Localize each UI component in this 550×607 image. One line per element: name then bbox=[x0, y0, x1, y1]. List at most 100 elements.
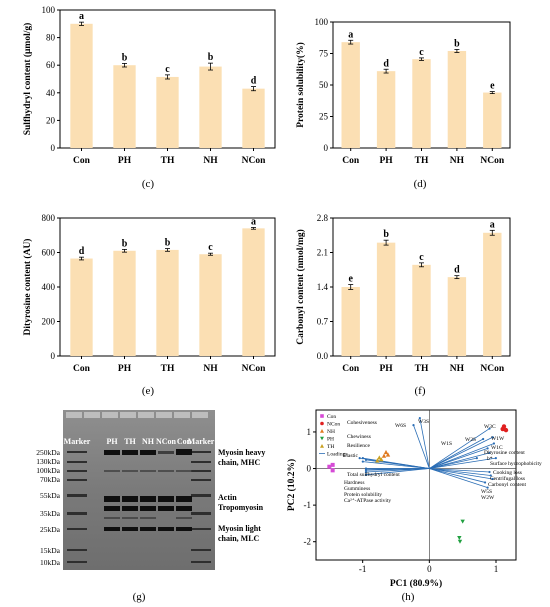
label-centrifugal-loss: Centrifugal loss bbox=[490, 475, 525, 482]
loading-arrowhead bbox=[488, 427, 491, 430]
significance-letter: c bbox=[419, 47, 424, 58]
significance-letter: c bbox=[419, 252, 424, 263]
y-axis-label: Protein solubility(%) bbox=[295, 42, 306, 128]
loading-arrow bbox=[429, 438, 484, 469]
significance-letter: a bbox=[348, 29, 353, 40]
loading-arrow bbox=[413, 424, 430, 469]
loading-arrow bbox=[429, 448, 488, 469]
x-tick-label: TH bbox=[415, 156, 429, 166]
score-point-nh bbox=[383, 449, 389, 455]
x-tick-label: Con bbox=[342, 156, 360, 166]
y-tick-label: -2 bbox=[304, 537, 312, 547]
loading-arrowhead bbox=[364, 473, 368, 476]
y-tick-label: 0 bbox=[51, 351, 56, 361]
chart-h: -1 0 1 1 0 -1 -2 PC1 (80.9%) PC2 (10.2%) Con NConN… bbox=[286, 409, 517, 589]
loading-arrowhead bbox=[482, 437, 485, 441]
label-surface-hydrophobicity: Surface hydrophobicity bbox=[490, 460, 542, 467]
y-tick-label: 200 bbox=[42, 317, 56, 327]
panel-label-e: (e) bbox=[142, 385, 155, 397]
marker-130: 130kDa bbox=[36, 457, 60, 466]
loading-arrowhead bbox=[489, 474, 492, 477]
loading-arrowhead bbox=[486, 447, 489, 450]
band-mlc-line2: chain, MLC bbox=[218, 534, 260, 543]
bar bbox=[483, 92, 502, 148]
x-tick-label: NH bbox=[450, 364, 465, 374]
loading-arrowhead bbox=[491, 436, 494, 439]
lane-marker-right: Marker bbox=[188, 437, 215, 446]
x-tick-label: PH bbox=[118, 156, 132, 166]
loading-arrow bbox=[429, 457, 496, 469]
y-tick-label: 0 bbox=[324, 143, 329, 153]
x-tick-label: -1 bbox=[359, 564, 367, 574]
loading-arrowhead bbox=[412, 423, 415, 427]
bar bbox=[341, 42, 360, 148]
chart-c: 0 20 40 60 80 100 a Con b PH c TH b NH d NCon Sulfhydryl… bbox=[22, 5, 276, 166]
significance-letter: d bbox=[251, 76, 257, 87]
significance-letter: d bbox=[454, 265, 460, 276]
marker-70: 70kDa bbox=[40, 475, 61, 484]
loading-arrow bbox=[419, 418, 430, 469]
bar bbox=[447, 50, 467, 149]
bar bbox=[199, 66, 222, 148]
loading-arrowhead bbox=[494, 457, 497, 460]
band-mhc-line1: Myosin heavy bbox=[218, 448, 265, 457]
label-w3c: W3C bbox=[484, 424, 496, 430]
label-w1w: W1W bbox=[491, 436, 505, 442]
gel-background bbox=[63, 410, 215, 570]
score-point-con bbox=[330, 462, 335, 467]
y-tick-label: 60 bbox=[46, 60, 56, 70]
lane-ncon: NCon bbox=[156, 437, 177, 446]
bar bbox=[70, 23, 93, 148]
loading-arrow bbox=[429, 428, 490, 469]
loading-arrowhead bbox=[486, 486, 489, 489]
y-tick-label: 0 bbox=[51, 143, 56, 153]
band-mlc-line1: Myosin light bbox=[218, 524, 261, 533]
legend-label: Loadings bbox=[327, 452, 347, 458]
x-tick-label: TH bbox=[161, 364, 175, 374]
chart-e: 0 200 400 600 800 d Con b PH b TH c NH a NCon Dityrosin… bbox=[22, 213, 276, 374]
y-tick-label: -1 bbox=[304, 500, 312, 510]
lane-marker-left: Marker bbox=[64, 437, 91, 446]
y-tick-label: 40 bbox=[46, 88, 56, 98]
y-tick-label: 2.1 bbox=[317, 248, 328, 258]
score-point-con bbox=[327, 464, 332, 469]
label-cooking-loss: Cooking loss bbox=[493, 470, 522, 476]
significance-letter: d bbox=[383, 58, 389, 69]
bar bbox=[156, 76, 179, 148]
bar bbox=[341, 287, 360, 356]
y-tick-label: 0 bbox=[307, 464, 312, 474]
label-dityrosine: Dityrosine content bbox=[484, 450, 525, 456]
panel-label-d: (d) bbox=[414, 178, 427, 190]
marker-35: 35kDa bbox=[40, 509, 61, 518]
y-tick-label: 400 bbox=[42, 282, 56, 292]
y-tick-label: 100 bbox=[315, 17, 329, 27]
y-tick-label: 0.0 bbox=[317, 351, 329, 361]
loading-arrowhead bbox=[491, 477, 494, 481]
label-w2w: W2W bbox=[481, 495, 495, 501]
significance-letter: a bbox=[251, 216, 256, 227]
score-point-th bbox=[375, 458, 380, 463]
label-cohesiveness: Cohesiveness bbox=[347, 420, 377, 426]
loading-arrowhead bbox=[358, 457, 361, 460]
loading-arrow bbox=[362, 461, 430, 469]
label-w5s: W5S bbox=[481, 489, 492, 495]
loading-arrow bbox=[365, 468, 430, 476]
x-tick-label: Con bbox=[73, 156, 91, 166]
score-point-ph bbox=[457, 536, 462, 541]
bar bbox=[199, 254, 222, 356]
x-tick-label: NH bbox=[450, 156, 465, 166]
bar bbox=[447, 277, 467, 356]
x-tick-label: 0 bbox=[427, 564, 432, 574]
marker-100: 100kDa bbox=[36, 466, 60, 475]
loading-arrowhead bbox=[418, 417, 421, 420]
bar bbox=[376, 242, 396, 356]
loading-arrow bbox=[429, 468, 488, 489]
y-tick-label: 0.7 bbox=[317, 317, 329, 327]
marker-10: 10kDa bbox=[40, 558, 61, 567]
loading-arrowhead bbox=[488, 451, 491, 454]
gel-image: Marker PH TH NH NCon Con Marker 250kDa 1… bbox=[36, 410, 265, 570]
y-tick-label: 100 bbox=[42, 5, 56, 15]
panel-label-c: (c) bbox=[142, 178, 155, 190]
y-tick-label: 20 bbox=[46, 115, 56, 125]
y-tick-label: 80 bbox=[46, 33, 56, 43]
